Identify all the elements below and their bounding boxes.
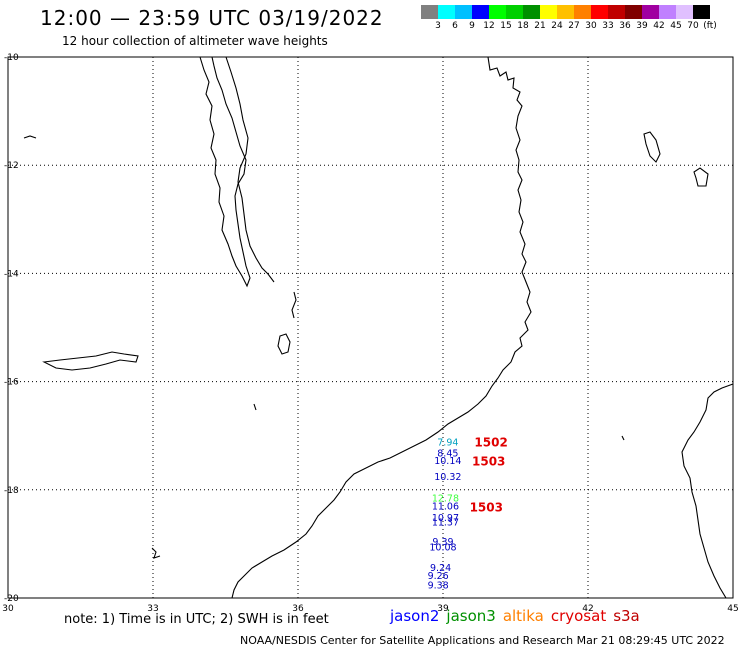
wave-height-color-scale	[421, 5, 710, 19]
satellite-jason2: jason2	[390, 607, 440, 625]
footer-note: note: 1) Time is in UTC; 2) SWH is in fe…	[64, 612, 329, 627]
satellite-altika: altika	[502, 607, 544, 625]
scale-swatch	[421, 5, 438, 19]
scale-label: 3	[435, 21, 441, 31]
wave-height-value: 8.45	[437, 448, 458, 459]
map-frame	[7, 56, 734, 599]
scale-swatch	[608, 5, 625, 19]
x-tick-label: 45	[727, 604, 738, 614]
y-tick-label: -14	[4, 269, 19, 279]
footer-credit: NOAA/NESDIS Center for Satellite Applica…	[240, 634, 725, 647]
mayotte-island	[693, 167, 709, 187]
x-tick-label: 36	[292, 604, 304, 614]
axis-ticks: 30 33 36 39 42 45 -10 -12 -14 -16 -18 -20	[2, 53, 738, 614]
pass-number: 1503	[470, 500, 503, 514]
scale-label: (ft)	[703, 21, 717, 31]
map-subtitle: 12 hour collection of altimeter wave hei…	[62, 34, 328, 48]
scale-label: 39	[636, 21, 648, 31]
satellite-legend: jason2 jason3 altika cryosat s3a	[390, 607, 640, 625]
scale-swatch	[540, 5, 557, 19]
satellite-jason3: jason3	[446, 607, 496, 625]
mozambique-coastline	[231, 56, 532, 599]
wave-height-value: 9.26	[428, 571, 449, 582]
color-scale-labels: 3 6 9 12 15 18 21 24 27 30 33 36 39 42 45 70 (ft)	[421, 21, 740, 33]
pass-number: 1502	[474, 436, 507, 450]
x-tick-label: 42	[582, 604, 593, 614]
y-tick-label: -20	[4, 594, 19, 604]
comoros-island	[643, 131, 661, 163]
wave-height-value: 11.37	[432, 518, 459, 529]
wave-height-value: 10.08	[429, 542, 456, 553]
scale-swatch	[693, 5, 710, 19]
y-tick-label: -12	[4, 161, 19, 171]
y-tick-label: -16	[4, 378, 19, 388]
wave-height-value: 9.38	[428, 580, 449, 591]
scale-label: 33	[602, 21, 614, 31]
pass-number: 1503	[472, 454, 505, 468]
small-lake-west	[23, 135, 37, 139]
lake-malawi	[199, 56, 251, 288]
wave-height-value: 12.78	[432, 494, 459, 505]
y-tick-label: -18	[4, 486, 19, 496]
small-island-mid	[253, 403, 257, 411]
scale-label: 42	[653, 21, 665, 31]
wave-height-value: 9.24	[430, 563, 451, 574]
scale-label: 70	[687, 21, 699, 31]
scale-swatch	[591, 5, 608, 19]
scale-label: 27	[568, 21, 580, 31]
scale-swatch	[625, 5, 642, 19]
wave-height-value: 7.94	[437, 437, 458, 448]
wave-height-value: 10.14	[434, 456, 461, 467]
scale-label: 18	[517, 21, 529, 31]
lake-malawi-east	[225, 56, 275, 283]
scale-swatch	[489, 5, 506, 19]
coastlines	[23, 56, 734, 599]
scale-swatch	[557, 5, 574, 19]
scale-label: 24	[551, 21, 563, 31]
lake-kariba	[42, 351, 139, 371]
scale-swatch	[506, 5, 523, 19]
scale-label: 6	[452, 21, 458, 31]
scale-swatch	[574, 5, 591, 19]
madagascar-coast	[681, 383, 734, 599]
wave-height-value: 11.06	[432, 501, 459, 512]
beira-coast-tip	[151, 547, 161, 559]
scale-label: 9	[469, 21, 475, 31]
x-tick-label: 39	[437, 604, 449, 614]
scale-swatch	[438, 5, 455, 19]
wave-height-value: 9.39	[432, 537, 453, 548]
x-tick-label: 30	[2, 604, 14, 614]
scale-swatch	[523, 5, 540, 19]
scale-label: 45	[670, 21, 682, 31]
scale-swatch	[642, 5, 659, 19]
y-tick-label: -10	[4, 53, 19, 63]
map-title: 12:00 — 23:59 UTC 03/19/2022	[40, 6, 384, 30]
scale-label: 12	[483, 21, 495, 31]
x-tick-label: 33	[147, 604, 158, 614]
satellite-s3a: s3a	[613, 607, 640, 625]
scale-label: 15	[500, 21, 512, 31]
scale-label: 21	[534, 21, 546, 31]
scale-swatch	[472, 5, 489, 19]
scale-label: 36	[619, 21, 631, 31]
scale-label: 30	[585, 21, 597, 31]
small-island-east	[621, 435, 625, 441]
pass-number-labels: 1502 1503 1503	[470, 436, 508, 515]
river-inlet	[291, 291, 297, 319]
lake-chilwa	[277, 333, 291, 355]
graticule	[8, 57, 733, 598]
wave-height-value: 10.32	[434, 472, 461, 483]
wave-height-value: 10.97	[432, 513, 459, 524]
scale-swatch	[676, 5, 693, 19]
scale-swatch	[659, 5, 676, 19]
scale-swatch	[455, 5, 472, 19]
satellite-cryosat: cryosat	[550, 607, 607, 625]
